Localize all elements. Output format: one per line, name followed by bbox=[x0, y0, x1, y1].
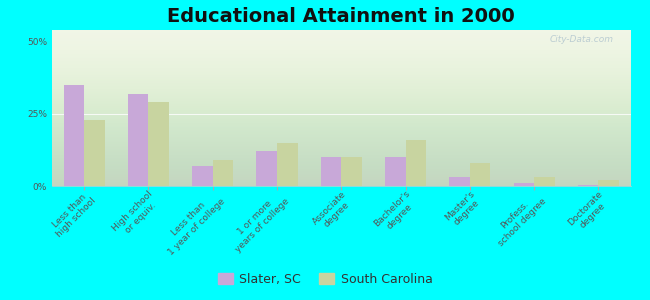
Text: City-Data.com: City-Data.com bbox=[549, 35, 613, 44]
Bar bbox=[256, 151, 277, 186]
Text: Doctorate
degree: Doctorate degree bbox=[567, 189, 612, 235]
Bar bbox=[599, 180, 619, 186]
Text: Bachelor's
degree: Bachelor's degree bbox=[372, 189, 419, 236]
Title: Educational Attainment in 2000: Educational Attainment in 2000 bbox=[168, 7, 515, 26]
Text: Master's
degree: Master's degree bbox=[443, 189, 484, 230]
Bar bbox=[514, 183, 534, 186]
Text: Profess.
school degree: Profess. school degree bbox=[489, 189, 548, 248]
Bar bbox=[84, 120, 105, 186]
Bar bbox=[341, 157, 362, 186]
Bar bbox=[128, 94, 148, 186]
Bar bbox=[64, 85, 84, 186]
Bar bbox=[449, 177, 470, 186]
Bar bbox=[534, 177, 554, 186]
Text: Associate
degree: Associate degree bbox=[311, 189, 355, 233]
Bar bbox=[148, 102, 169, 186]
Bar bbox=[385, 157, 406, 186]
Bar bbox=[320, 157, 341, 186]
Bar bbox=[470, 163, 490, 186]
Text: Less than
high school: Less than high school bbox=[47, 189, 98, 239]
Text: Less than
1 year of college: Less than 1 year of college bbox=[159, 189, 226, 256]
Bar bbox=[213, 160, 233, 186]
Legend: Slater, SC, South Carolina: Slater, SC, South Carolina bbox=[213, 268, 437, 291]
Bar bbox=[192, 166, 213, 186]
Bar bbox=[277, 143, 298, 186]
Text: High school
or equiv.: High school or equiv. bbox=[111, 189, 162, 240]
Bar bbox=[578, 184, 599, 186]
Bar bbox=[406, 140, 426, 186]
Text: 1 or more
years of college: 1 or more years of college bbox=[226, 189, 291, 254]
